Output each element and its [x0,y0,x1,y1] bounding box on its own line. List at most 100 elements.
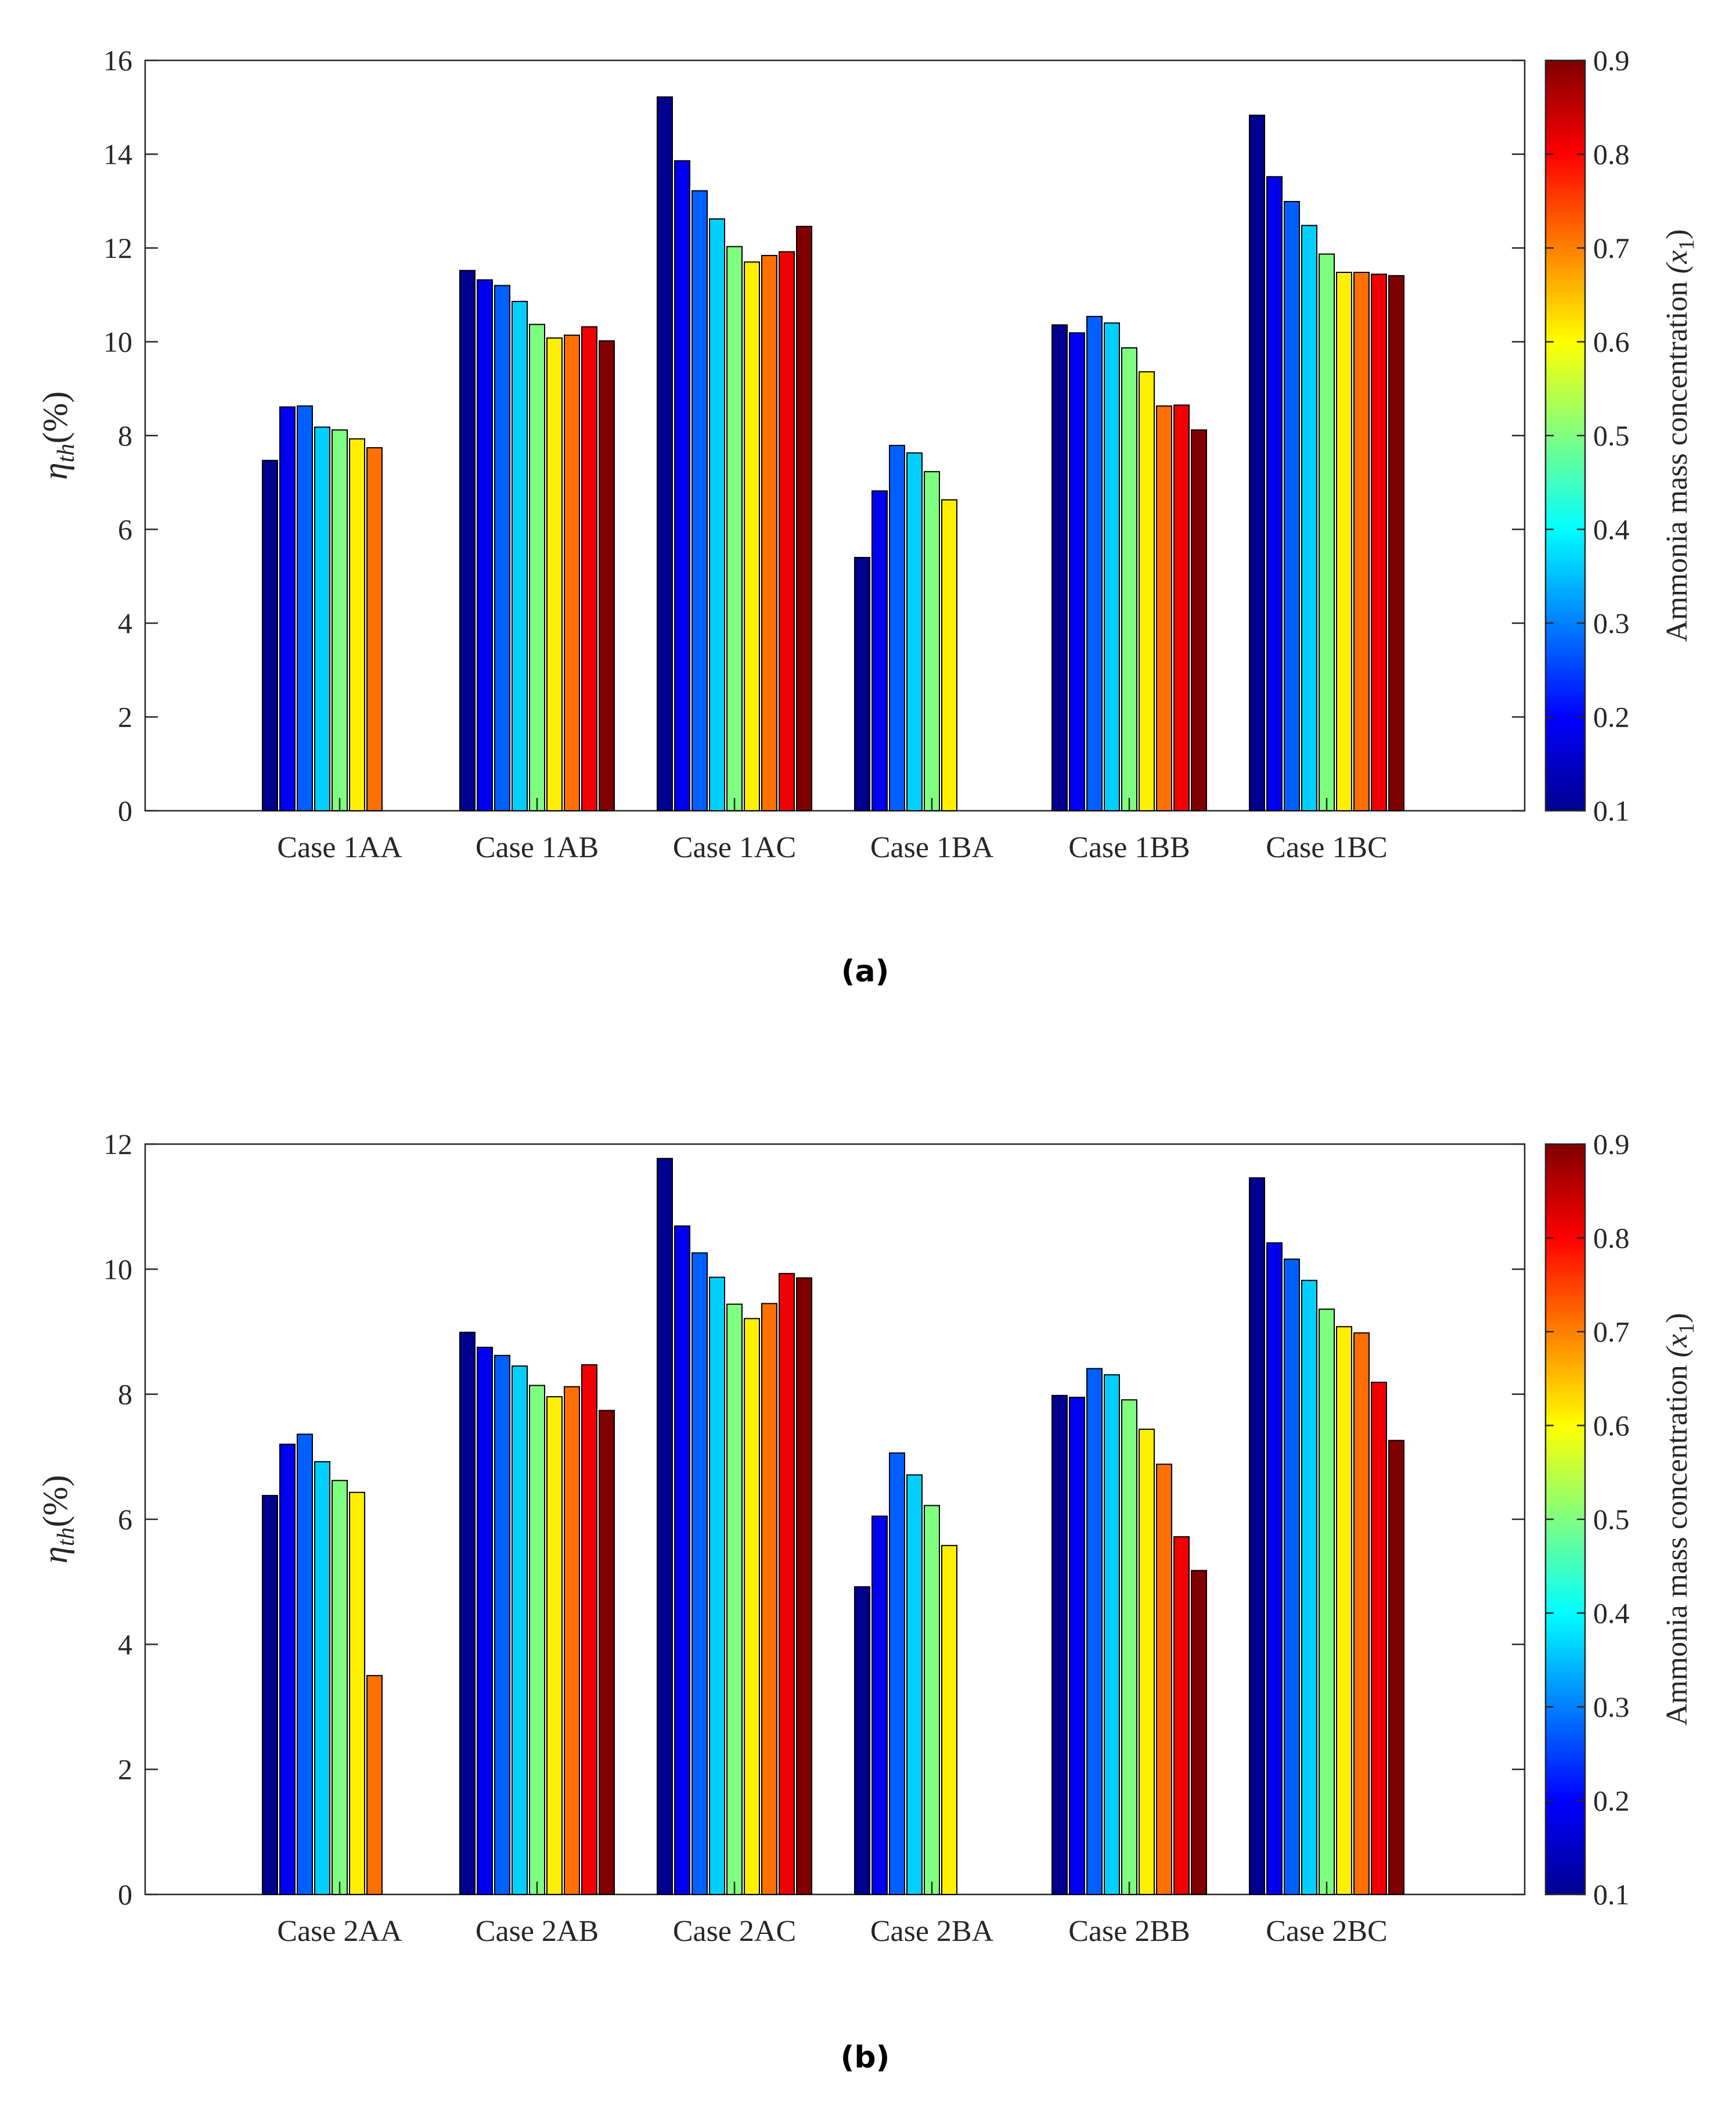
bar [581,326,597,811]
bar [279,406,296,811]
bar [1249,1177,1265,1895]
y-tick-label: 12 [103,1128,132,1160]
bar [314,1461,330,1896]
x-tick-label: Case 1BB [1068,831,1190,864]
colorbar-tick-label: 0.5 [1593,419,1630,452]
bar [599,340,615,811]
colorbar-title: Ammonia mass concentration (x1) [1661,229,1699,642]
y-tick-label: 10 [103,1253,132,1285]
bar [1173,1536,1190,1896]
panel-caption-b: (b) [841,2040,890,2075]
y-tick-label: 2 [118,701,132,734]
bar [1266,176,1283,811]
bar [1051,1394,1068,1896]
bar [1319,1308,1335,1895]
bar [691,1252,708,1896]
colorbar-tick-label: 0.6 [1593,326,1630,358]
x-tick-label: Case 2BC [1266,1915,1387,1948]
bar [1139,371,1155,811]
bar [1121,347,1137,811]
bar [1121,1399,1137,1895]
bar [709,1277,725,1896]
bar [1301,225,1317,811]
bar [262,1495,278,1895]
bar [674,160,690,811]
bar [1086,315,1103,811]
bar [674,1225,690,1895]
bar [1191,1570,1207,1895]
bar [1336,271,1352,811]
colorbar-tick-label: 0.1 [1593,794,1630,827]
bar [314,426,330,811]
bar [1353,1332,1370,1895]
colorbar-tick-label: 0.9 [1593,1128,1630,1160]
bar [744,1318,760,1895]
y-axis-title: ηth(%) [36,1475,80,1563]
bar [871,490,888,811]
bar [1266,1242,1283,1895]
bar [1173,404,1190,811]
bar [1191,429,1207,811]
bar [262,459,278,811]
bar [924,1505,940,1895]
y-axis: 0 2 4 6 8 10 12 14 16 [103,44,1525,827]
bar [1086,1368,1103,1896]
colorbar-tick-label: 0.7 [1593,1315,1630,1348]
bar [1069,332,1085,811]
colorbar-tick-label: 0.9 [1593,44,1630,77]
bar [546,337,563,811]
bar [297,405,313,811]
bar [779,251,795,811]
bar [924,471,940,811]
bar [349,1491,365,1896]
y-tick-label: 16 [103,44,132,77]
bar [512,301,528,811]
colorbar-tick-label: 0.4 [1593,513,1630,546]
colorbar-tick-label: 0.8 [1593,138,1630,171]
bar [599,1410,615,1895]
bar [1301,1279,1317,1895]
colorbar-tick-label: 0.5 [1593,1503,1630,1536]
bar [529,323,545,811]
bar [854,1586,870,1895]
colorbar-ticks: 0.1 0.2 0.3 0.4 0.5 0.6 0.7 0.8 0.9 [1546,44,1630,827]
bar [941,1545,957,1895]
bar [512,1365,528,1895]
y-tick-label: 2 [118,1753,132,1786]
panel-caption-a: (a) [841,954,889,989]
bar-group [262,1157,1404,1896]
bar [332,1480,348,1895]
bar [1284,1259,1300,1895]
colorbar-tick-label: 0.2 [1593,701,1630,734]
x-axis: Case 1AA Case 1AB Case 1AC Case 1BA Case 1BB… [277,798,1388,864]
bar [349,438,365,811]
y-tick-label: 6 [118,513,132,546]
bar [691,190,708,811]
colorbar-tick-label: 0.3 [1593,1691,1630,1723]
x-tick-label: Case 1AC [673,831,796,864]
bar [1069,1397,1085,1896]
bar [564,1386,580,1895]
y-axis: 0 2 4 6 8 10 12 [103,1128,1525,1911]
colorbar-tick-label: 0.7 [1593,232,1630,264]
bar [477,1346,493,1896]
bar [761,1303,777,1896]
bar [889,1452,905,1895]
y-tick-label: 0 [118,1878,132,1911]
bar [1156,1464,1172,1896]
bar [796,1277,812,1896]
y-tick-label: 14 [103,138,132,171]
bar [1371,1382,1387,1895]
bar [1051,324,1068,811]
colorbar-tick-label: 0.8 [1593,1222,1630,1254]
bar [1388,1440,1404,1896]
bar [546,1396,563,1896]
colorbar-tick-label: 0.2 [1593,1785,1630,1817]
x-tick-label: Case 2AC [673,1915,796,1948]
bar [564,335,580,811]
y-axis-title: ηth(%) [36,391,80,480]
bar [477,279,493,812]
colorbar-title: Ammonia mass concentration (x1) [1661,1313,1699,1726]
